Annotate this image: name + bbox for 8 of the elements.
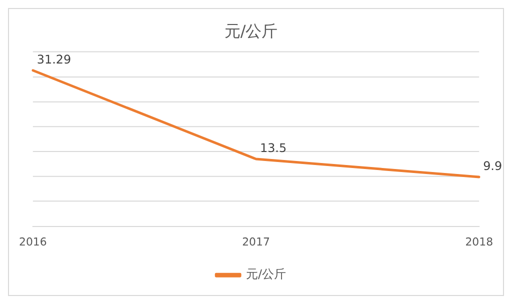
x-tick-label: 2018 xyxy=(465,236,494,249)
legend-label: 元/公斤 xyxy=(246,267,286,282)
x-tick-label: 2017 xyxy=(242,236,270,249)
data-label: 31.29 xyxy=(36,52,72,67)
data-label: 13.5 xyxy=(260,141,287,156)
x-tick-label: 2016 xyxy=(18,236,47,249)
data-label: 9.9 xyxy=(483,159,502,174)
chart-title: 元/公斤 xyxy=(224,22,278,41)
